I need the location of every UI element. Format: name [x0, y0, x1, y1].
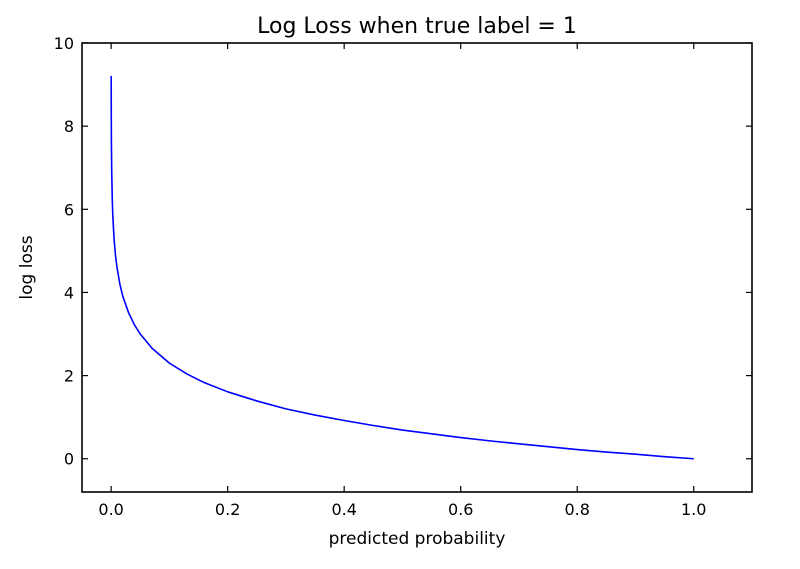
x-tick-label: 1.0 — [681, 500, 706, 519]
y-tick-label: 6 — [64, 200, 74, 219]
y-tick-label: 2 — [64, 367, 74, 386]
x-axis-label: predicted probability — [329, 529, 506, 549]
x-tick-label: 0.8 — [564, 500, 589, 519]
y-tick-label: 10 — [54, 34, 74, 53]
x-tick-label: 0.2 — [215, 500, 240, 519]
y-tick-label: 0 — [64, 450, 74, 469]
x-tick-label: 0.4 — [331, 500, 356, 519]
plot-frame — [81, 42, 753, 493]
series-group — [110, 75, 694, 460]
y-tick-label: 4 — [64, 283, 74, 302]
series-line-0 — [110, 75, 694, 460]
chart-title: Log Loss when true label = 1 — [257, 14, 577, 39]
x-tick-label: 0.6 — [448, 500, 473, 519]
y-tick-label: 8 — [64, 117, 74, 136]
y-axis-label: log loss — [17, 235, 37, 299]
x-tick-label: 0.0 — [98, 500, 123, 519]
ticks-group: 0.0 0.2 0.4 0.6 0.8 1.0 0 2 4 6 8 10 — [54, 34, 752, 519]
